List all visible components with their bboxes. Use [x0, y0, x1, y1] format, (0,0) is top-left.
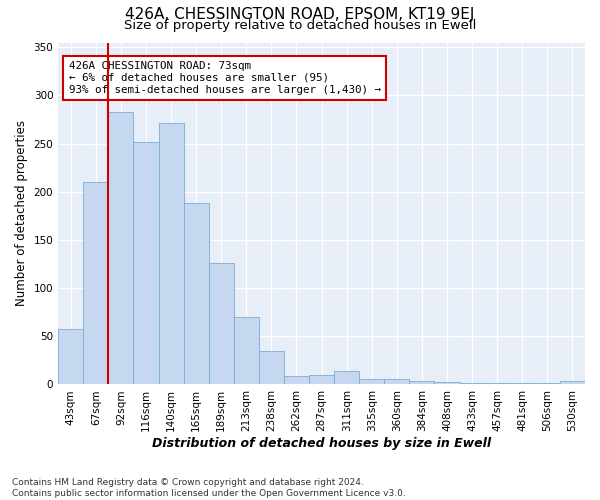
Bar: [460, 382, 485, 384]
X-axis label: Distribution of detached houses by size in Ewell: Distribution of detached houses by size …: [152, 437, 491, 450]
Bar: [560, 380, 585, 384]
Bar: [284, 376, 309, 384]
Bar: [385, 378, 409, 384]
Bar: [409, 380, 434, 384]
Bar: [259, 350, 284, 384]
Bar: [158, 124, 184, 384]
Bar: [184, 204, 209, 384]
Bar: [309, 375, 334, 384]
Bar: [209, 263, 234, 384]
Bar: [58, 328, 83, 384]
Text: Contains HM Land Registry data © Crown copyright and database right 2024.
Contai: Contains HM Land Registry data © Crown c…: [12, 478, 406, 498]
Text: 426A, CHESSINGTON ROAD, EPSOM, KT19 9EJ: 426A, CHESSINGTON ROAD, EPSOM, KT19 9EJ: [125, 8, 475, 22]
Bar: [510, 382, 535, 384]
Bar: [234, 317, 259, 384]
Y-axis label: Number of detached properties: Number of detached properties: [15, 120, 28, 306]
Bar: [133, 142, 158, 384]
Bar: [334, 371, 359, 384]
Text: 426A CHESSINGTON ROAD: 73sqm
← 6% of detached houses are smaller (95)
93% of sem: 426A CHESSINGTON ROAD: 73sqm ← 6% of det…: [69, 62, 381, 94]
Bar: [359, 378, 385, 384]
Bar: [109, 112, 133, 384]
Bar: [434, 382, 460, 384]
Bar: [83, 182, 109, 384]
Text: Size of property relative to detached houses in Ewell: Size of property relative to detached ho…: [124, 19, 476, 32]
